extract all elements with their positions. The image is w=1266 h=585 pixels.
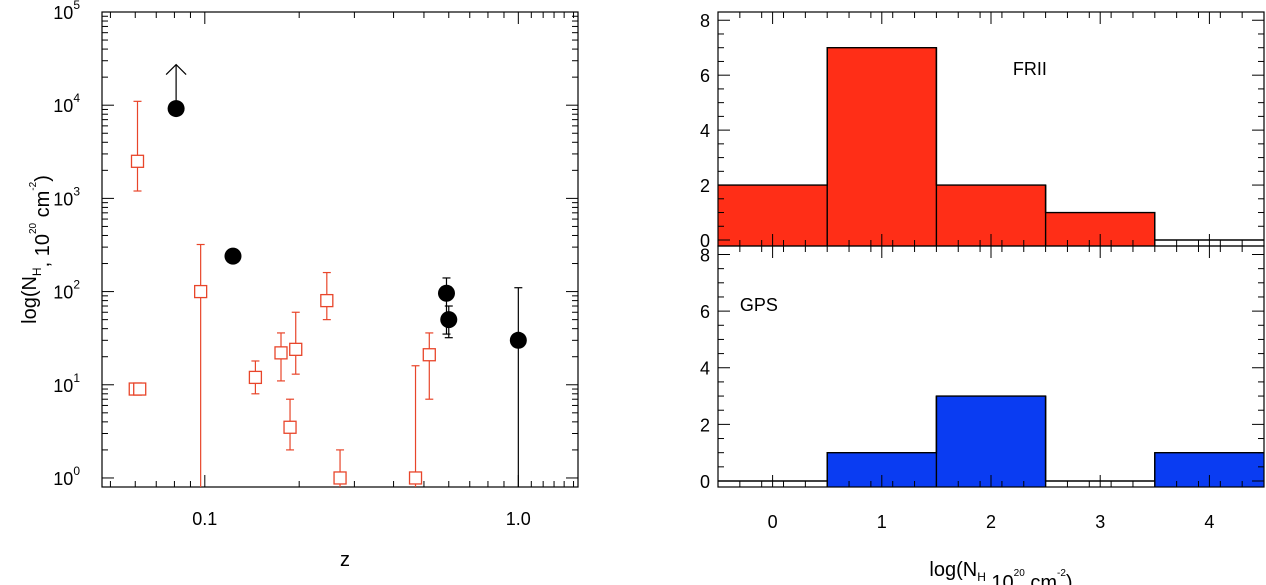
square-marker: [133, 382, 147, 396]
y-tick-label: 0: [700, 231, 710, 251]
y-tick-label: 2: [700, 176, 710, 196]
y-tick-label: 6: [700, 66, 710, 86]
square-marker: [194, 284, 208, 299]
limit-arrow-head: [165, 63, 187, 75]
circle-marker: [167, 100, 185, 118]
y-tick-label: 102: [53, 278, 80, 303]
y-tick-label: 0: [700, 472, 710, 492]
plot-frame: [101, 11, 579, 488]
y-tick-label: 2: [700, 415, 710, 435]
square-marker: [248, 370, 263, 385]
y-tick-label: 103: [53, 184, 80, 209]
square-marker: [333, 471, 347, 485]
x-tick-label: 2: [986, 512, 996, 532]
panel-label: GPS: [740, 295, 778, 315]
y-axis-label: log(NH, 1020 cm-2): [19, 175, 54, 324]
y-tick-label: 104: [53, 91, 80, 116]
histogram-bar: [827, 47, 937, 246]
histogram-chart: 0 2 4 6 8 FRII 0 2 4 6 8 GPS 0 1 2 3 4 log(NH 1020 cm-2): [700, 11, 1265, 585]
y-tick-label: 105: [53, 0, 80, 23]
x-tick-label: 3: [1095, 512, 1105, 532]
x-tick-label: 1.0: [506, 509, 531, 529]
histogram-bar: [936, 396, 1046, 487]
x-axis-label: z: [340, 549, 350, 571]
circle-marker: [224, 247, 242, 265]
y-tick-label: 4: [700, 121, 710, 141]
square-marker: [320, 293, 334, 308]
y-tick-label: 101: [53, 371, 80, 396]
square-marker: [289, 342, 303, 356]
y-tick-label: 8: [700, 11, 710, 31]
circle-marker: [437, 284, 455, 302]
circle-marker: [440, 311, 458, 329]
y-tick-label: 4: [700, 359, 710, 379]
y-tick-label: 8: [700, 245, 710, 265]
square-marker: [274, 346, 288, 360]
square-marker: [422, 348, 436, 362]
square-marker: [408, 471, 423, 485]
panel-label: FRII: [1013, 59, 1047, 79]
y-tick-label: 100: [53, 464, 80, 489]
square-marker: [283, 420, 297, 434]
x-tick-label: 4: [1204, 512, 1214, 532]
circle-marker: [509, 331, 527, 349]
y-tick-label: 6: [700, 302, 710, 322]
x-tick-label: 0.1: [192, 509, 217, 529]
square-marker: [130, 154, 145, 168]
x-tick-label: 0: [768, 512, 778, 532]
x-tick-label: 1: [877, 512, 887, 532]
x-axis-label: log(NH 1020 cm-2): [929, 559, 1072, 585]
scatter-chart: 100 101 102 103 104 105 0.1 1.0 z log(NH, 1020 cm…: [19, 0, 579, 571]
